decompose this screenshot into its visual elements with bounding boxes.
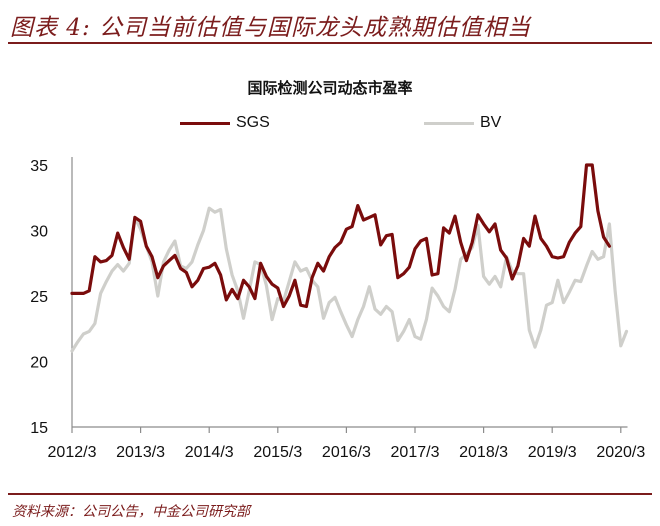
x-tick-label: 2018/3 <box>459 444 508 461</box>
y-tick-label: 15 <box>30 420 48 437</box>
legend-label-sgs: SGS <box>236 114 270 131</box>
header-divider <box>8 42 652 44</box>
legend-label-bv: BV <box>480 114 502 131</box>
footer-divider <box>8 493 652 495</box>
legend-item-bv: BV <box>424 114 501 132</box>
x-tick-label: 2015/3 <box>253 444 302 461</box>
x-tick-label: 2014/3 <box>185 444 234 461</box>
legend-item-sgs: SGS <box>180 114 270 132</box>
figure-title: 图表 4: 公司当前估值与国际龙头成熟期估值相当 <box>10 15 532 41</box>
chart-series <box>70 163 629 353</box>
y-tick-label: 25 <box>30 289 48 306</box>
x-tick-label: 2012/3 <box>48 444 97 461</box>
x-tick-label: 2013/3 <box>116 444 165 461</box>
legend-swatch-sgs <box>180 121 230 125</box>
series-line-sgs <box>70 163 611 309</box>
source-note: 资料来源：公司公告，中金公司研究部 <box>12 504 250 520</box>
y-tick-label: 30 <box>30 224 48 241</box>
legend-swatch-bv <box>424 121 474 125</box>
chart-legend: SGS BV <box>0 114 660 136</box>
chart-title: 国际检测公司动态市盈率 <box>247 79 413 97</box>
y-tick-label: 20 <box>30 355 48 372</box>
x-tick-label: 2016/3 <box>322 444 371 461</box>
x-tick-label: 2020/3 <box>596 444 645 461</box>
y-axis: 15 20 25 30 35 <box>30 157 73 437</box>
series-line-bv <box>70 206 629 353</box>
x-tick-label: 2019/3 <box>528 444 577 461</box>
x-axis: 2012/3 2013/3 2014/3 2015/3 2016/3 2017/3 2018… <box>48 426 645 461</box>
y-tick-label: 35 <box>30 158 48 175</box>
x-tick-label: 2017/3 <box>391 444 440 461</box>
